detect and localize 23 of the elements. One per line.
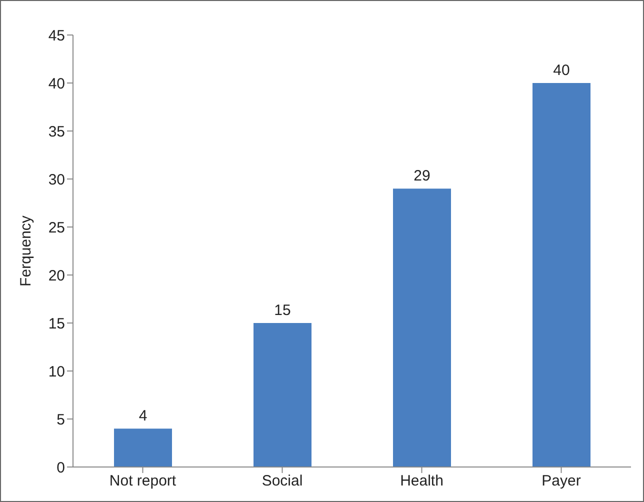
y-tick-label: 45 <box>48 27 65 44</box>
y-tick-label: 10 <box>48 363 65 380</box>
y-tick-label: 20 <box>48 267 65 284</box>
x-tick-label: Social <box>262 472 303 490</box>
y-axis-title: Ferquency <box>17 215 34 286</box>
data-label: 29 <box>414 168 430 185</box>
bar <box>393 188 451 467</box>
y-tick-label: 15 <box>48 315 65 332</box>
x-tick-label: Not report <box>109 472 177 490</box>
y-tick-label: 5 <box>56 411 65 428</box>
data-label: 4 <box>138 408 148 425</box>
y-tick-label: 25 <box>48 219 65 236</box>
bar <box>532 83 590 467</box>
x-tick-label: Health <box>400 472 444 490</box>
bar <box>114 428 172 467</box>
y-tick-label: 35 <box>48 123 65 140</box>
y-tick-label: 30 <box>48 171 65 188</box>
bar <box>254 323 312 467</box>
data-label: 15 <box>274 302 291 319</box>
data-label: 40 <box>553 62 570 79</box>
y-tick-label: 0 <box>56 459 65 476</box>
y-tick-label: 40 <box>48 75 65 92</box>
x-tick-label: Payer <box>542 472 581 490</box>
